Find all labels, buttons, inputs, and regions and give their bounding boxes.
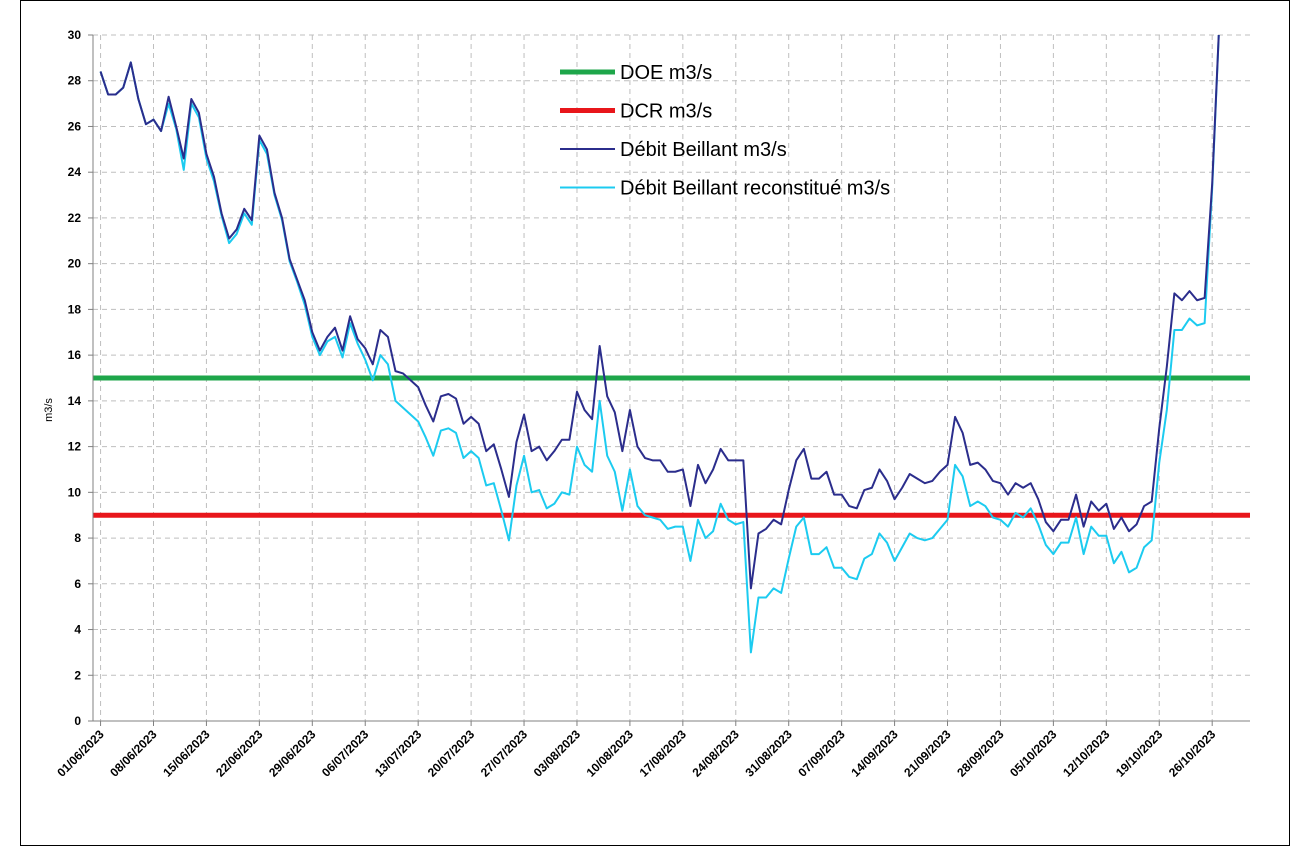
- y-tick-label: 16: [68, 348, 82, 362]
- y-tick-label: 14: [68, 394, 82, 408]
- y-tick-label: 18: [68, 302, 82, 316]
- y-tick-label: 2: [74, 668, 81, 682]
- data-line: [99, 35, 1220, 590]
- y-axis-label: m3/s: [43, 398, 55, 422]
- y-tick-label: 22: [68, 211, 82, 225]
- y-tick-label: 10: [68, 485, 82, 499]
- plot: [93, 35, 1250, 654]
- legend-label: DCR m3/s: [620, 101, 712, 123]
- y-tick-label: 26: [68, 119, 82, 133]
- legend-label: Débit Beillant reconstitué m3/s: [620, 178, 890, 200]
- y-tick-label: 28: [68, 74, 82, 88]
- y-tick-label: 20: [68, 257, 82, 271]
- y-tick-label: 8: [74, 531, 81, 545]
- legend-label: Débit Beillant m3/s: [620, 139, 787, 161]
- y-tick-label: 6: [74, 577, 81, 591]
- legend-label: DOE m3/s: [620, 62, 712, 84]
- y-tick-label: 0: [74, 714, 81, 728]
- y-tick-label: 24: [68, 165, 82, 179]
- y-tick-label: 30: [68, 28, 82, 42]
- y-tick-label: 4: [74, 623, 81, 637]
- legend: DOE m3/s DCR m3/s Débit Beillant m3/s Débit…: [560, 62, 890, 200]
- y-tick-label: 12: [68, 440, 82, 454]
- chart-frame: [20, 0, 1290, 846]
